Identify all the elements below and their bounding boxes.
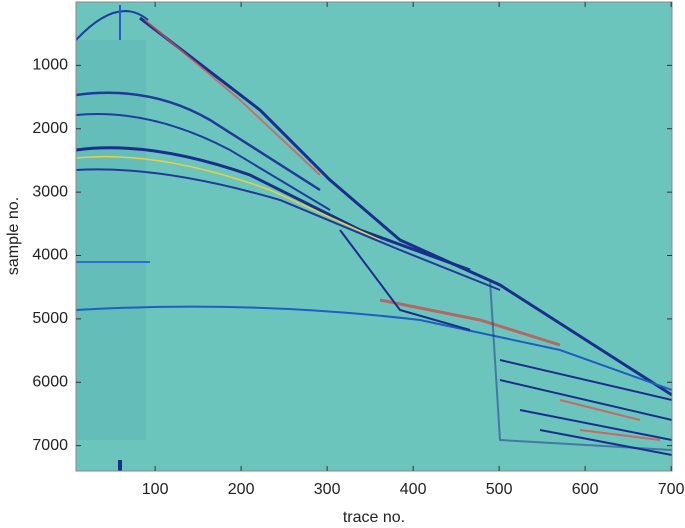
- texture: [489, 279, 672, 451]
- x-tick-label: 300: [314, 481, 341, 498]
- x-tick-label: 400: [400, 481, 427, 498]
- texture: [76, 10, 149, 41]
- texture: [499, 359, 672, 456]
- texture: [76, 40, 146, 440]
- y-tick-label: 1000: [32, 57, 68, 74]
- texture: [76, 168, 501, 291]
- plot-frame: [75, 1, 673, 472]
- texture: [339, 229, 471, 331]
- seismic-image: [76, 5, 672, 471]
- texture: [76, 146, 471, 272]
- x-axis-label: trace no.: [343, 509, 405, 526]
- y-axis-label: sample no.: [5, 197, 22, 275]
- y-tick-label: 5000: [32, 310, 68, 327]
- y-tick-label: 7000: [32, 437, 68, 454]
- y-tick-label: 3000: [32, 183, 68, 200]
- y-tick-label: 6000: [32, 373, 68, 390]
- texture: [139, 16, 672, 397]
- x-tick-label: 200: [228, 481, 255, 498]
- y-tick-label: 4000: [32, 247, 68, 264]
- texture: [76, 113, 331, 211]
- texture: [144, 19, 321, 176]
- texture: [379, 298, 561, 347]
- texture: [76, 155, 381, 241]
- y-tick-label: 2000: [32, 120, 68, 137]
- texture: [76, 91, 321, 192]
- x-tick-label: 700: [658, 481, 685, 498]
- texture: [559, 399, 661, 441]
- x-tick-label: 500: [486, 481, 513, 498]
- x-tick-label: 600: [572, 481, 599, 498]
- texture: [76, 305, 672, 391]
- x-tick-label: 100: [142, 481, 169, 498]
